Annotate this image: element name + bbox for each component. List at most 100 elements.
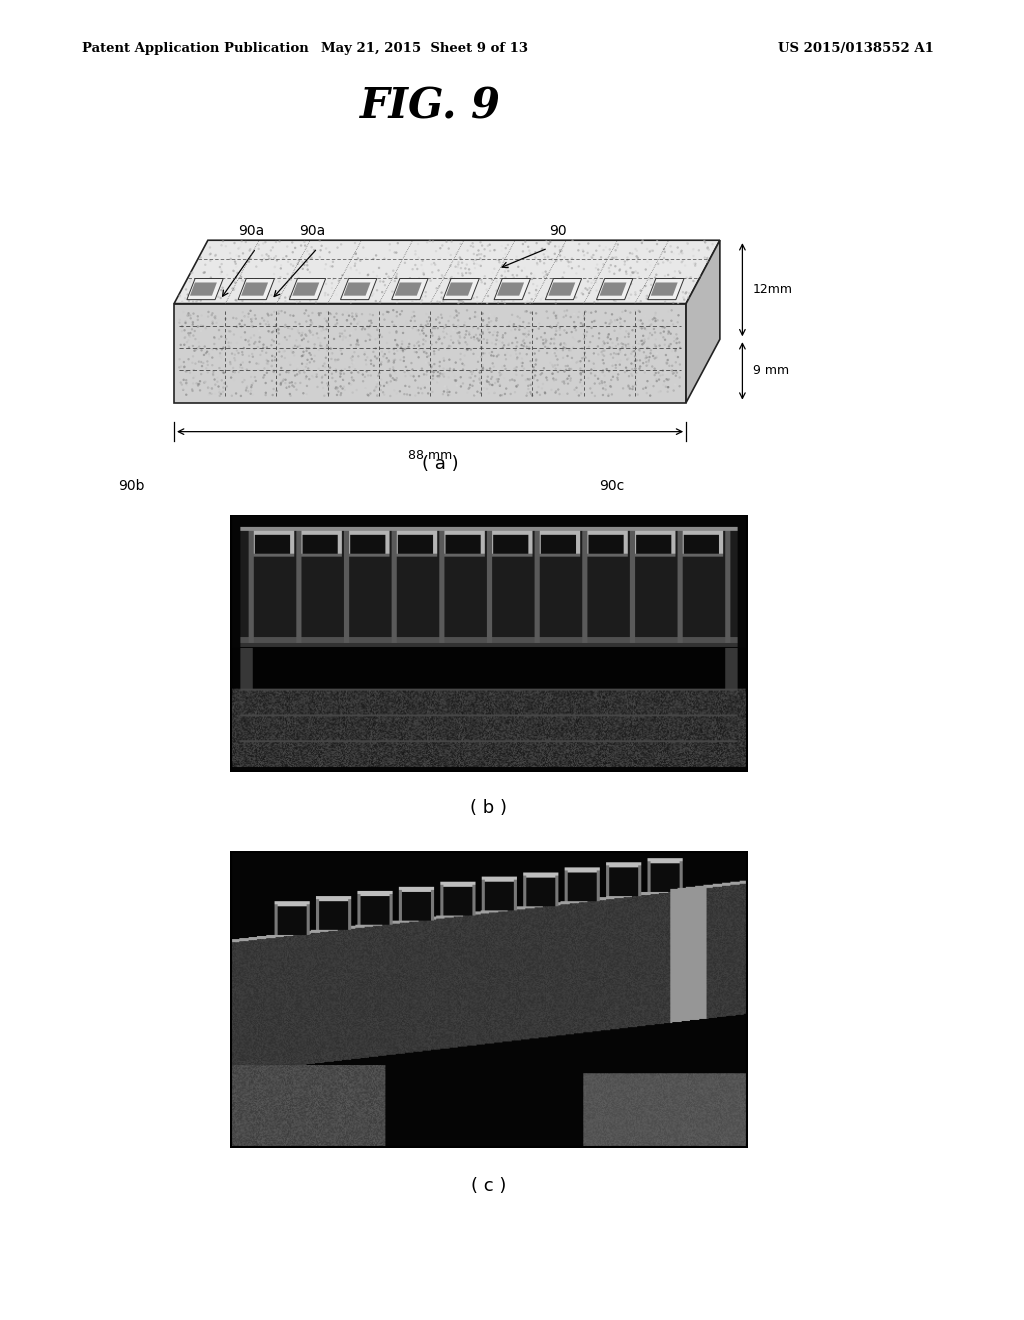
Point	[201, 301, 217, 322]
Point	[601, 323, 617, 345]
Point	[233, 231, 250, 252]
Point	[607, 240, 624, 261]
Point	[556, 268, 572, 289]
Point	[406, 301, 422, 322]
Point	[461, 379, 477, 400]
Point	[332, 326, 348, 347]
Point	[436, 350, 453, 371]
Point	[435, 290, 452, 312]
Point	[221, 337, 238, 358]
Point	[548, 293, 564, 314]
Point	[336, 363, 352, 384]
Point	[332, 366, 348, 387]
Point	[452, 290, 468, 312]
Point	[477, 273, 494, 294]
Point	[669, 323, 685, 345]
Point	[205, 312, 221, 333]
Point	[298, 338, 314, 359]
Point	[609, 238, 626, 259]
Point	[408, 244, 424, 265]
Point	[281, 376, 297, 397]
Point	[222, 243, 239, 264]
Point	[279, 246, 295, 267]
Point	[567, 319, 584, 341]
Point	[241, 330, 257, 351]
Point	[182, 322, 199, 343]
Point	[316, 308, 333, 329]
Point	[677, 255, 693, 276]
Point	[521, 271, 538, 292]
Point	[294, 252, 310, 273]
Point	[621, 375, 637, 396]
Point	[606, 343, 623, 364]
Point	[529, 370, 546, 391]
Point	[430, 318, 446, 339]
Point	[465, 249, 481, 271]
Point	[279, 329, 295, 350]
Point	[467, 301, 483, 322]
Point	[383, 371, 399, 392]
Point	[665, 362, 681, 383]
Point	[185, 367, 202, 388]
Point	[343, 347, 359, 368]
Polygon shape	[596, 279, 633, 300]
Point	[572, 364, 589, 385]
Point	[581, 282, 597, 304]
Point	[439, 322, 456, 343]
Point	[302, 310, 318, 331]
Point	[481, 234, 498, 255]
Point	[475, 375, 492, 396]
Point	[213, 347, 229, 368]
Point	[234, 345, 251, 366]
Point	[604, 384, 621, 405]
Point	[655, 239, 672, 260]
Point	[458, 323, 474, 345]
Point	[520, 375, 537, 396]
Point	[539, 264, 555, 285]
Point	[213, 253, 229, 275]
Point	[329, 284, 345, 305]
Point	[271, 313, 288, 334]
Point	[451, 330, 467, 351]
Point	[361, 325, 378, 346]
Point	[357, 378, 374, 399]
Point	[509, 356, 525, 378]
Point	[548, 305, 564, 326]
Point	[451, 302, 467, 323]
Point	[597, 379, 613, 400]
Point	[290, 322, 306, 343]
Point	[511, 249, 527, 271]
Point	[505, 264, 521, 285]
Point	[446, 268, 463, 289]
Point	[629, 246, 645, 267]
Point	[617, 300, 634, 321]
Point	[257, 372, 273, 393]
Point	[475, 356, 492, 378]
Point	[302, 314, 318, 335]
Point	[523, 289, 540, 310]
Point	[566, 304, 583, 325]
Point	[489, 371, 506, 392]
Point	[258, 342, 274, 363]
Point	[407, 285, 423, 306]
Point	[389, 289, 406, 310]
Point	[386, 380, 402, 401]
Point	[522, 243, 539, 264]
Point	[397, 280, 414, 301]
Point	[508, 327, 524, 348]
Point	[671, 243, 687, 264]
Point	[430, 260, 446, 281]
Point	[594, 279, 610, 300]
Point	[454, 252, 470, 273]
Point	[666, 327, 682, 348]
Point	[379, 372, 395, 393]
Point	[564, 257, 581, 279]
Point	[299, 354, 315, 375]
Point	[450, 310, 466, 331]
Point	[606, 321, 623, 342]
Point	[401, 360, 418, 381]
Point	[316, 285, 333, 306]
Point	[194, 277, 210, 298]
Point	[193, 351, 209, 372]
Point	[510, 269, 526, 290]
